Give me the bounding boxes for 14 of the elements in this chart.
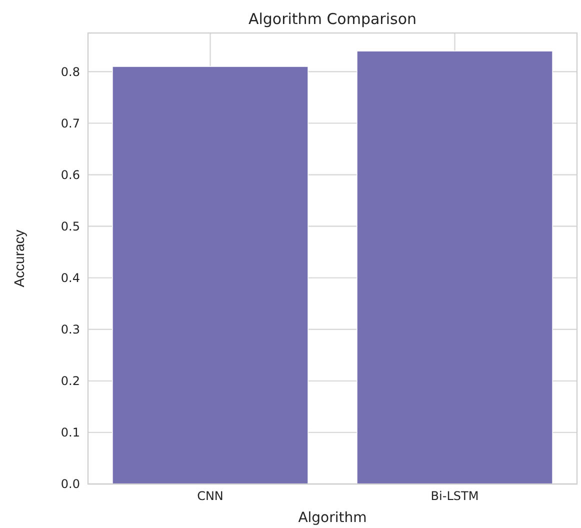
y-tick-label: 0.5	[60, 219, 80, 234]
chart-title: Algorithm Comparison	[248, 10, 417, 28]
y-axis-title: Accuracy	[11, 230, 27, 288]
y-tick-label: 0.3	[60, 322, 80, 337]
y-tick-label: 0.7	[60, 116, 80, 130]
y-tick-label: 0.8	[60, 64, 80, 79]
y-tick-label: 0.2	[60, 374, 80, 388]
y-tick-label: 0.1	[60, 426, 80, 440]
x-tick-label: Bi-LSTM	[430, 489, 479, 503]
y-tick-label: 0.4	[60, 271, 80, 286]
x-axis-title: Algorithm	[298, 510, 367, 526]
y-tick-label: 0.6	[60, 168, 80, 182]
y-tick-label: 0.0	[60, 477, 80, 492]
x-tick-label: CNN	[197, 489, 224, 503]
